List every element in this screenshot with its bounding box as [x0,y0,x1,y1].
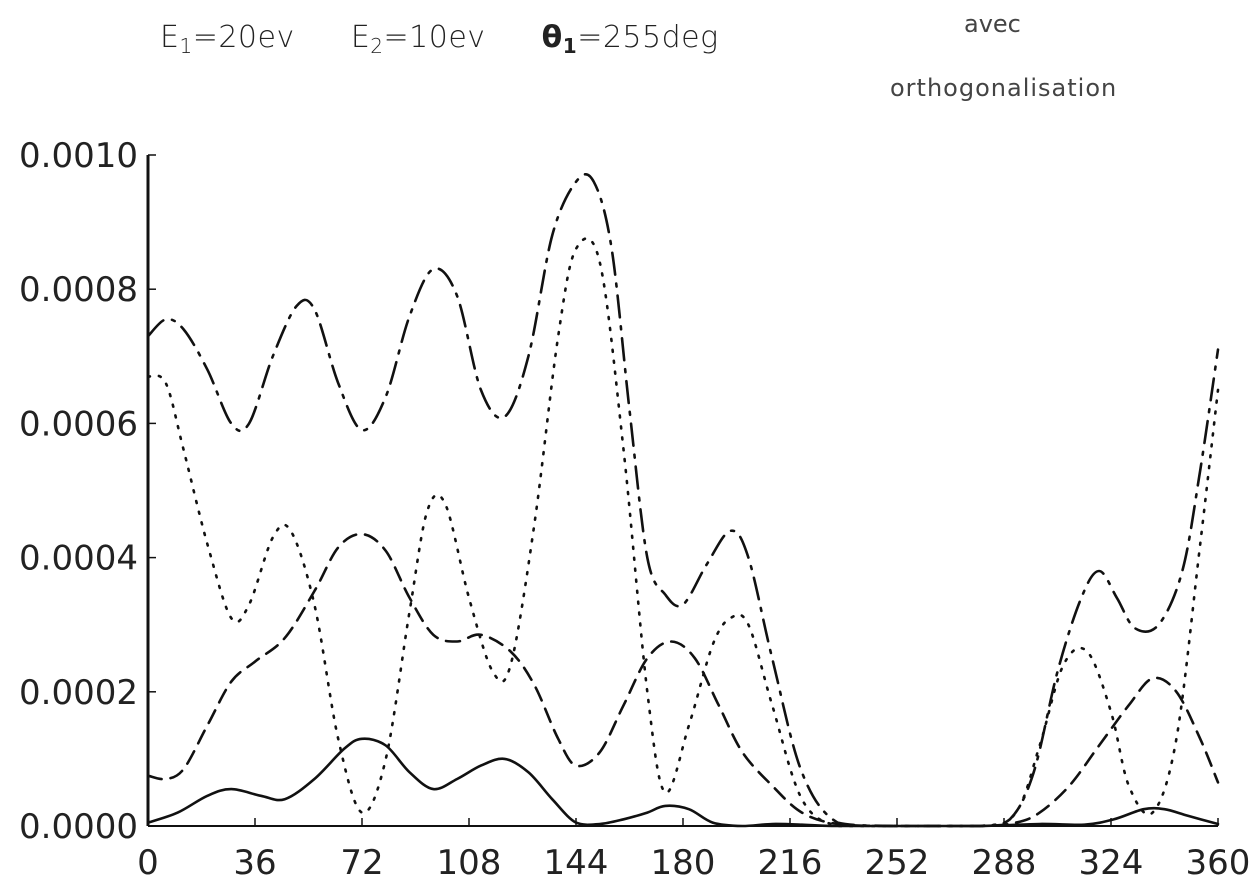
e2-subscript: 2 [370,34,384,58]
e1-value: =20ev [192,20,295,55]
chart-axes: 0 36 72 108 144 180 216 252 288 324 360 0.0000 0.000… [19,136,1250,883]
e1-label: E [160,20,180,55]
series-line-dashed [146,532,1220,828]
chart-series [146,173,1220,828]
x-tick-label: 108 [437,843,502,883]
x-tick-label: 216 [758,843,823,883]
y-tick-label: 0.0006 [19,404,138,444]
x-tick-label: 288 [972,843,1037,883]
x-tick-label: 252 [865,843,930,883]
x-tick-label: 324 [1079,843,1144,883]
x-tick-label: 360 [1186,843,1251,883]
theta-label: θ [541,20,563,55]
x-tick-label: 180 [651,843,716,883]
y-tick-label: 0.0008 [19,270,138,310]
theta-subscript: 1 [562,34,578,58]
theta-value: =255deg [577,20,719,55]
series-line-solid [146,737,1220,828]
e1-subscript: 1 [179,34,193,58]
e2-value: =10ev [383,20,486,55]
y-tick-label: 0.0004 [19,539,138,579]
x-tick-label: 36 [233,843,276,883]
parameter-annotation: E1=20ev E2=10ev θ1=255deg [160,20,719,58]
series-line-dashdot [146,173,1220,828]
x-tick-label: 144 [544,843,609,883]
x-tick-label: 0 [137,843,159,883]
x-tick-label: 72 [340,843,383,883]
e2-label: E [350,20,371,55]
y-tick-label: 0.0010 [19,136,138,176]
series-line-dotted [146,237,1220,828]
note-line-1: avec [964,10,1021,38]
y-tick-label: 0.0002 [19,673,138,713]
y-tick-label: 0.0000 [19,807,138,847]
note-line-2: orthogonalisation [890,74,1118,102]
